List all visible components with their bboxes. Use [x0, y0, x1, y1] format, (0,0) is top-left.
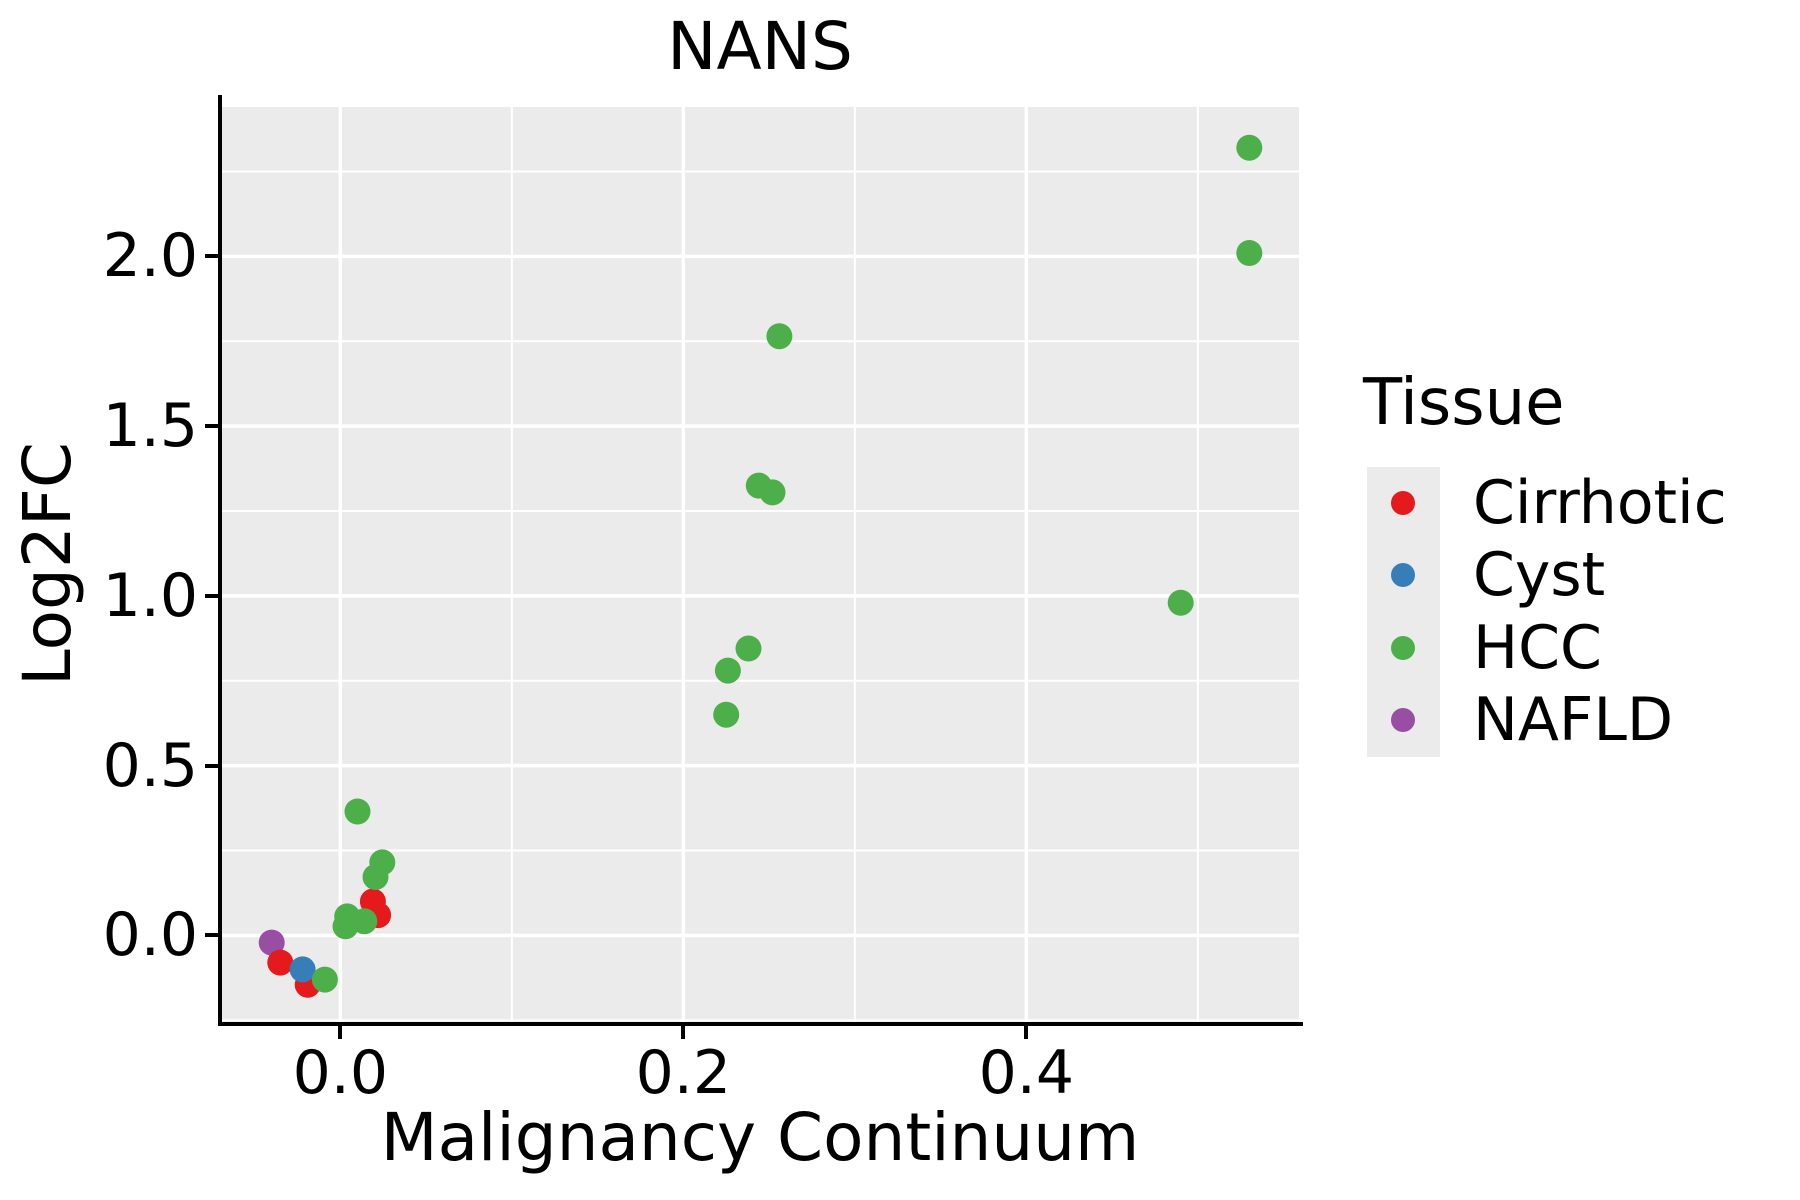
legend-label-cyst: Cyst — [1473, 540, 1606, 611]
y-tick-label: 1.5 — [102, 391, 198, 462]
data-point-hcc — [714, 657, 741, 684]
y-axis-spine — [218, 95, 222, 1026]
data-point-hcc — [713, 701, 740, 728]
data-point-cirrhotic — [267, 949, 294, 976]
data-point-cyst — [289, 956, 316, 983]
plot-panel — [218, 107, 1299, 1022]
legend-label-nafld: NAFLD — [1473, 684, 1674, 755]
y-tick-label: 1.0 — [102, 560, 198, 631]
x-axis-spine — [218, 1022, 1303, 1026]
data-point-hcc — [735, 635, 762, 662]
y-tick-mark — [205, 763, 218, 768]
data-point-hcc — [1236, 134, 1263, 161]
data-point-hcc — [759, 479, 786, 506]
x-tick-label: 0.0 — [292, 1038, 389, 1108]
x-tick-mark — [1024, 1026, 1029, 1039]
x-axis-title: Malignancy Continuum — [380, 1099, 1140, 1176]
data-point-hcc — [332, 913, 359, 940]
data-point-nafld — [258, 929, 285, 956]
data-point-hcc — [362, 864, 389, 890]
y-tick-label: 0.5 — [102, 730, 198, 801]
x-tick-label: 0.4 — [978, 1038, 1075, 1108]
data-point-hcc — [1167, 589, 1194, 616]
legend-label-cirrhotic: Cirrhotic — [1473, 468, 1727, 538]
data-point-hcc — [766, 323, 793, 350]
data-point-hcc — [1236, 240, 1263, 266]
legend-dot-hcc — [1391, 635, 1415, 660]
y-tick-mark — [205, 424, 218, 429]
y-tick-label: 2.0 — [102, 221, 198, 292]
x-tick-mark — [338, 1026, 343, 1039]
y-tick-label: 0.0 — [102, 900, 198, 971]
legend-dot-cyst — [1391, 563, 1415, 588]
y-tick-mark — [205, 933, 218, 938]
y-tick-mark — [205, 254, 218, 259]
legend-label-hcc: HCC — [1473, 612, 1602, 683]
legend-dot-cirrhotic — [1391, 491, 1415, 515]
data-point-hcc — [344, 798, 371, 825]
y-tick-mark — [205, 593, 218, 598]
legend-title: Tissue — [1363, 366, 1565, 440]
legend-dot-nafld — [1391, 707, 1415, 732]
x-tick-label: 0.2 — [635, 1038, 732, 1108]
scatter-canvas — [222, 107, 1299, 1022]
plot-title: NANS — [667, 8, 853, 85]
data-point-hcc — [311, 966, 338, 993]
x-tick-mark — [681, 1026, 686, 1039]
